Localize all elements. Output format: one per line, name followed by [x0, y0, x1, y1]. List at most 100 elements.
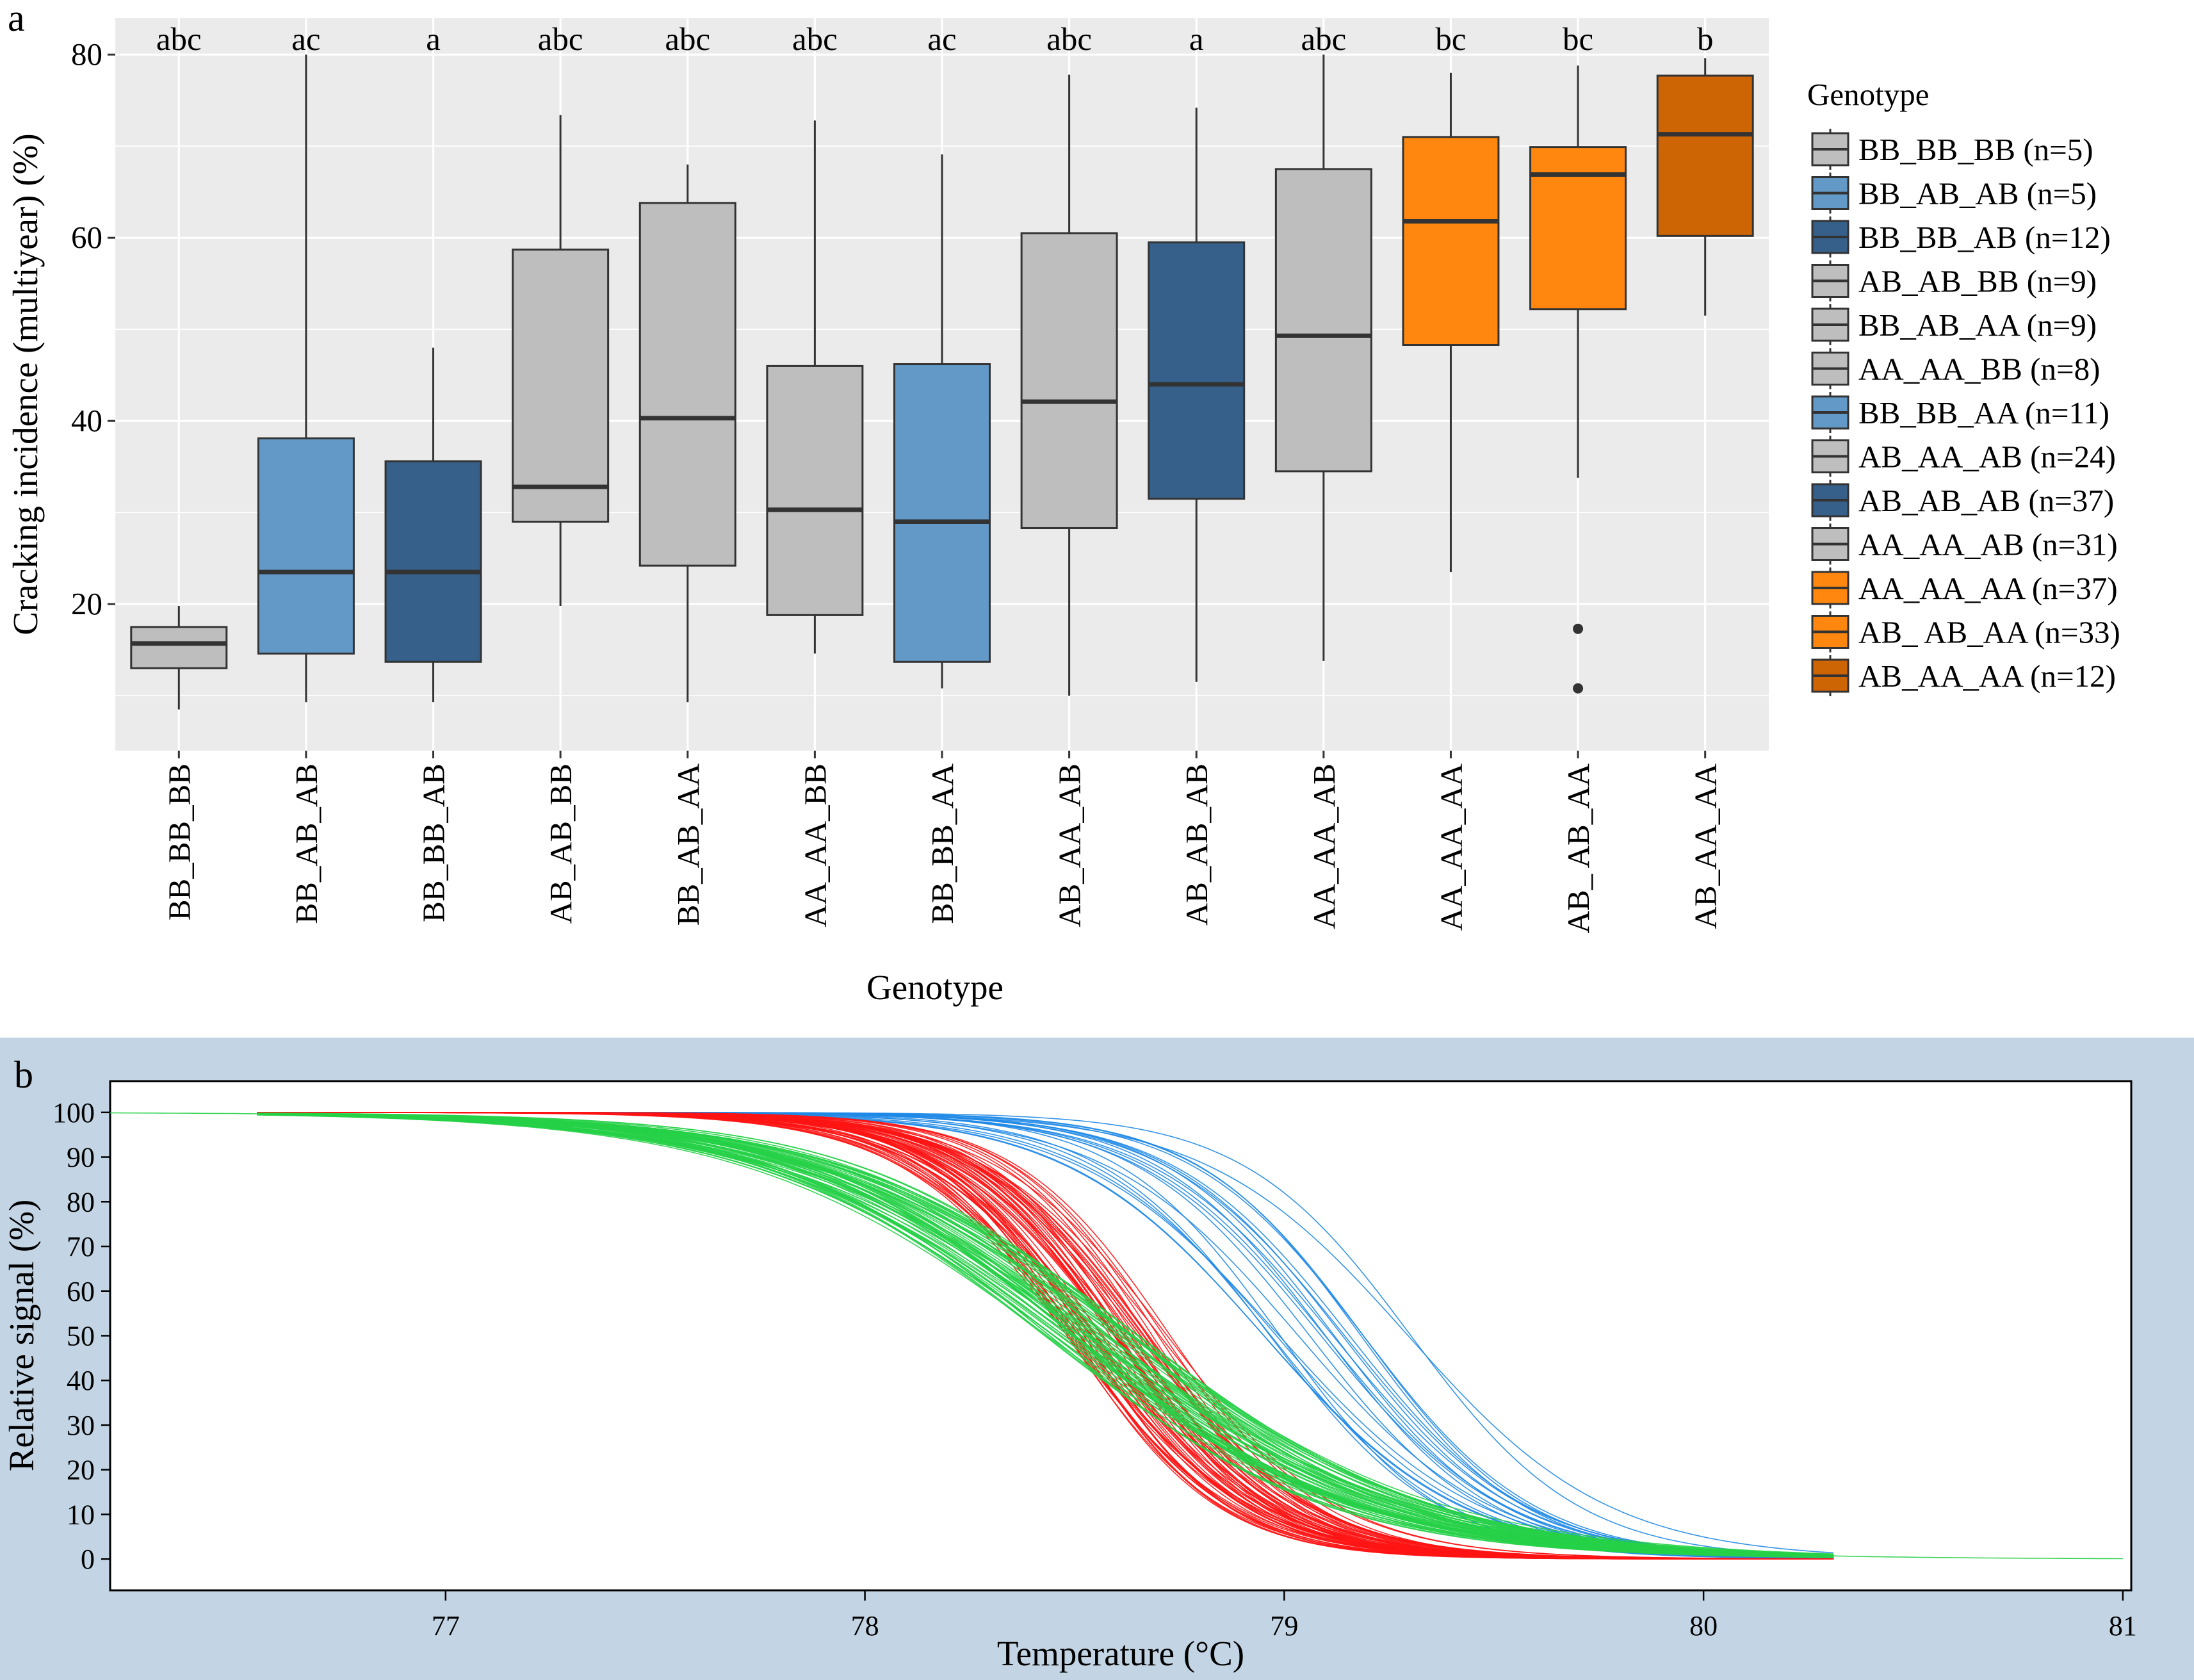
box-12	[1656, 58, 1754, 316]
legend-label: AB_AB_BB (n=9)	[1858, 264, 2097, 299]
y-tick-label: 80	[71, 37, 102, 72]
x-tick-label: AA_AA_AA	[1433, 763, 1468, 931]
panel-b-letter: b	[14, 1054, 33, 1096]
x-tick-label: 79	[1270, 1610, 1298, 1642]
sig-letter: bc	[1563, 22, 1593, 58]
green-curve	[257, 1113, 1834, 1556]
x-tick-label: BB_AB_AB	[289, 763, 324, 924]
y-tick-label: 10	[67, 1499, 95, 1530]
y-axis-a-title: Cracking incidence (multiyear) (%)	[6, 133, 45, 635]
outlier-point	[1573, 623, 1584, 634]
y-tick-label: 40	[67, 1365, 95, 1396]
y-tick-label: 20	[67, 1455, 95, 1486]
y-tick-label: 60	[67, 1276, 95, 1307]
x-tick-label: BB_AB_AA	[670, 763, 706, 926]
box-rect	[1274, 168, 1372, 473]
y-tick-label: 60	[71, 220, 102, 255]
legend-label: AA_AA_AA (n=37)	[1858, 571, 2118, 606]
y-axis-b-title: Relative signal (%)	[2, 1200, 41, 1472]
legend-label: AB_AB_AB (n=37)	[1858, 483, 2114, 518]
x-tick-label: AB_AB_AB	[1179, 763, 1214, 926]
legend-label: AB_ AB_AA (n=33)	[1858, 615, 2120, 650]
box-11	[1529, 65, 1627, 694]
x-tick-label: AB_AA_AB	[1052, 763, 1087, 927]
box-rect	[893, 363, 991, 663]
legend-key	[1811, 129, 1849, 170]
box-rect	[512, 249, 610, 523]
y-tick-label: 100	[53, 1097, 95, 1129]
sig-letter: abc	[1046, 22, 1092, 58]
box-rect	[1402, 136, 1500, 347]
box-4	[638, 164, 736, 703]
legend-label: AB_AA_AB (n=24)	[1858, 439, 2116, 475]
legend-label: AA_AA_BB (n=8)	[1858, 352, 2100, 387]
green-curve	[257, 1113, 1834, 1556]
legend-key	[1811, 304, 1849, 345]
sig-letter: a	[426, 22, 441, 58]
legend-label: AA_AA_AB (n=31)	[1858, 527, 2118, 562]
sig-letter: abc	[665, 22, 710, 58]
legend-label: BB_BB_BB (n=5)	[1858, 132, 2093, 167]
x-axis-a: BB_BB_BB BB_AB_AB BB_BB_AB AB_AB_BB BB_A…	[161, 751, 1723, 933]
y-axis-b: 0 10 20 30 40 50 60 70 80 90 100	[53, 1097, 110, 1575]
x-tick-label: 80	[1689, 1610, 1718, 1642]
panel-a-letter: a	[8, 0, 25, 39]
y-axis-a: 20 40 60 80	[71, 37, 115, 621]
box-10	[1402, 72, 1500, 573]
legend-key	[1811, 172, 1849, 214]
x-tick-label: AB_ AB_AA	[1561, 763, 1596, 933]
box-2	[384, 347, 482, 703]
melting-curves	[110, 1112, 2123, 1560]
sig-letter: b	[1697, 22, 1714, 58]
significance-letters: abc ac a abc abc abc ac abc a abc bc bc …	[156, 22, 1714, 58]
legend-key	[1811, 348, 1849, 389]
box-1	[257, 54, 355, 703]
legend-label: BB_BB_AB (n=12)	[1858, 220, 2111, 255]
legend-label: BB_AB_AB (n=5)	[1858, 176, 2097, 211]
box-rect	[257, 437, 355, 655]
box-rect	[130, 626, 228, 669]
box-rect	[638, 202, 736, 567]
outlier-point	[1573, 683, 1584, 694]
box-rect	[1020, 232, 1118, 530]
green-curve	[257, 1113, 1834, 1558]
y-tick-label: 0	[81, 1544, 95, 1575]
box-rect	[1656, 74, 1754, 237]
x-tick-label: BB_BB_BB	[161, 763, 197, 920]
legend-title: Genotype	[1807, 77, 1930, 112]
x-tick-label: 77	[432, 1610, 460, 1642]
sig-letter: ac	[927, 22, 956, 58]
panel-a: a abc ac a abc abc abc ac abc a abc bc b…	[6, 0, 2120, 1007]
y-tick-label: 80	[67, 1186, 95, 1218]
x-tick-label: 81	[2109, 1610, 2137, 1642]
box-9	[1274, 54, 1372, 661]
x-tick-label: AA_AA_AB	[1306, 763, 1342, 929]
sig-letter: abc	[792, 22, 838, 58]
box-5	[766, 120, 864, 654]
sig-letter: abc	[1301, 22, 1346, 58]
box-8	[1148, 108, 1246, 682]
x-tick-label: BB_BB_AB	[416, 763, 451, 922]
panel-b: b 0 10 20 30 40 50 60 70 80 90 100 77 78…	[0, 1038, 2194, 1680]
sig-letter: a	[1189, 22, 1204, 58]
box-6	[893, 154, 991, 689]
legend-label: BB_BB_AA (n=11)	[1858, 395, 2109, 430]
box-rect	[1529, 146, 1627, 311]
legend-key	[1811, 260, 1849, 302]
sig-letter: abc	[538, 22, 583, 58]
box-3	[512, 115, 610, 607]
box-7	[1020, 74, 1118, 696]
box-rect	[384, 460, 482, 663]
sig-letter: bc	[1435, 22, 1466, 58]
sig-letter: ac	[291, 22, 320, 58]
x-tick-label: AA_AA_BB	[797, 763, 833, 927]
x-axis-b: 77 78 79 80 81	[432, 1590, 2137, 1642]
y-tick-label: 30	[67, 1410, 95, 1441]
boxplot-marks	[130, 54, 1754, 710]
sig-letter: abc	[156, 22, 202, 58]
legend-key	[1811, 436, 1849, 477]
green-curve	[257, 1113, 1834, 1557]
x-tick-label: AB_AB_BB	[543, 763, 578, 924]
